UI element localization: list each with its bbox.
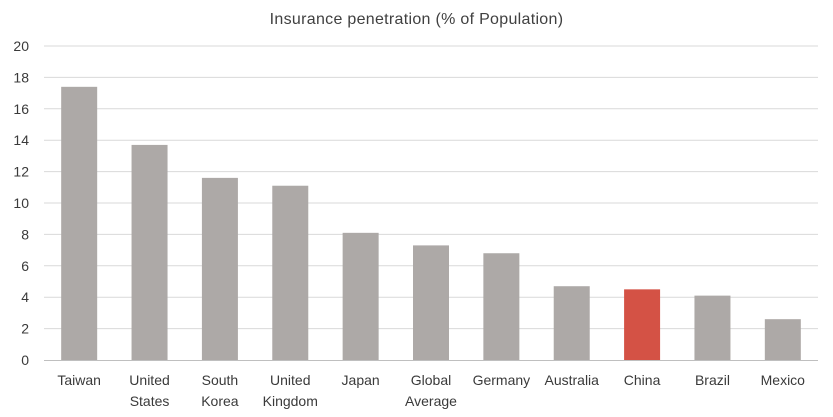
bar: [553, 286, 590, 360]
y-axis-ticks: 0 2 4 6 8 10 12 14 16 18 20: [13, 38, 29, 368]
x-category-label: Global: [411, 372, 451, 388]
y-tick-label: 18: [13, 69, 29, 85]
x-category-label: Brazil: [695, 372, 730, 388]
x-category-label: United: [129, 372, 169, 388]
bar: [61, 86, 98, 360]
bar: [413, 245, 449, 360]
x-category-label: Germany: [473, 372, 531, 388]
y-tick-label: 20: [13, 38, 29, 54]
x-category-label: Japan: [342, 372, 380, 388]
gridlines: [44, 45, 818, 330]
x-category-label: Kingdom: [263, 393, 318, 409]
x-category-label: Average: [405, 393, 457, 409]
bar: [272, 185, 309, 360]
x-category-label: China: [624, 372, 661, 388]
bar: [201, 177, 238, 360]
bar: [483, 253, 520, 360]
bar: [694, 295, 731, 360]
y-tick-label: 12: [13, 164, 29, 180]
x-category-label: Korea: [201, 393, 239, 409]
bar: [624, 289, 661, 360]
x-category-label: South: [202, 372, 239, 388]
y-tick-label: 14: [13, 132, 29, 148]
bar: [764, 319, 801, 360]
y-tick-label: 0: [21, 352, 29, 368]
x-category-label: States: [130, 393, 170, 409]
x-axis-labels: Taiwan United States South Korea United Kingdo…: [57, 372, 805, 409]
x-category-label: Mexico: [761, 372, 806, 388]
y-tick-label: 6: [21, 258, 29, 274]
bars: [61, 86, 801, 360]
y-tick-label: 8: [21, 226, 29, 242]
x-category-label: Taiwan: [57, 372, 101, 388]
x-category-label: United: [270, 372, 310, 388]
x-category-label: Australia: [544, 372, 599, 388]
y-tick-label: 2: [21, 321, 29, 337]
chart-title: Insurance penetration (% of Population): [270, 11, 564, 28]
bar: [342, 232, 379, 360]
y-tick-label: 16: [13, 101, 29, 117]
bar: [131, 144, 168, 360]
y-tick-label: 10: [13, 195, 29, 211]
y-tick-label: 4: [21, 289, 29, 305]
